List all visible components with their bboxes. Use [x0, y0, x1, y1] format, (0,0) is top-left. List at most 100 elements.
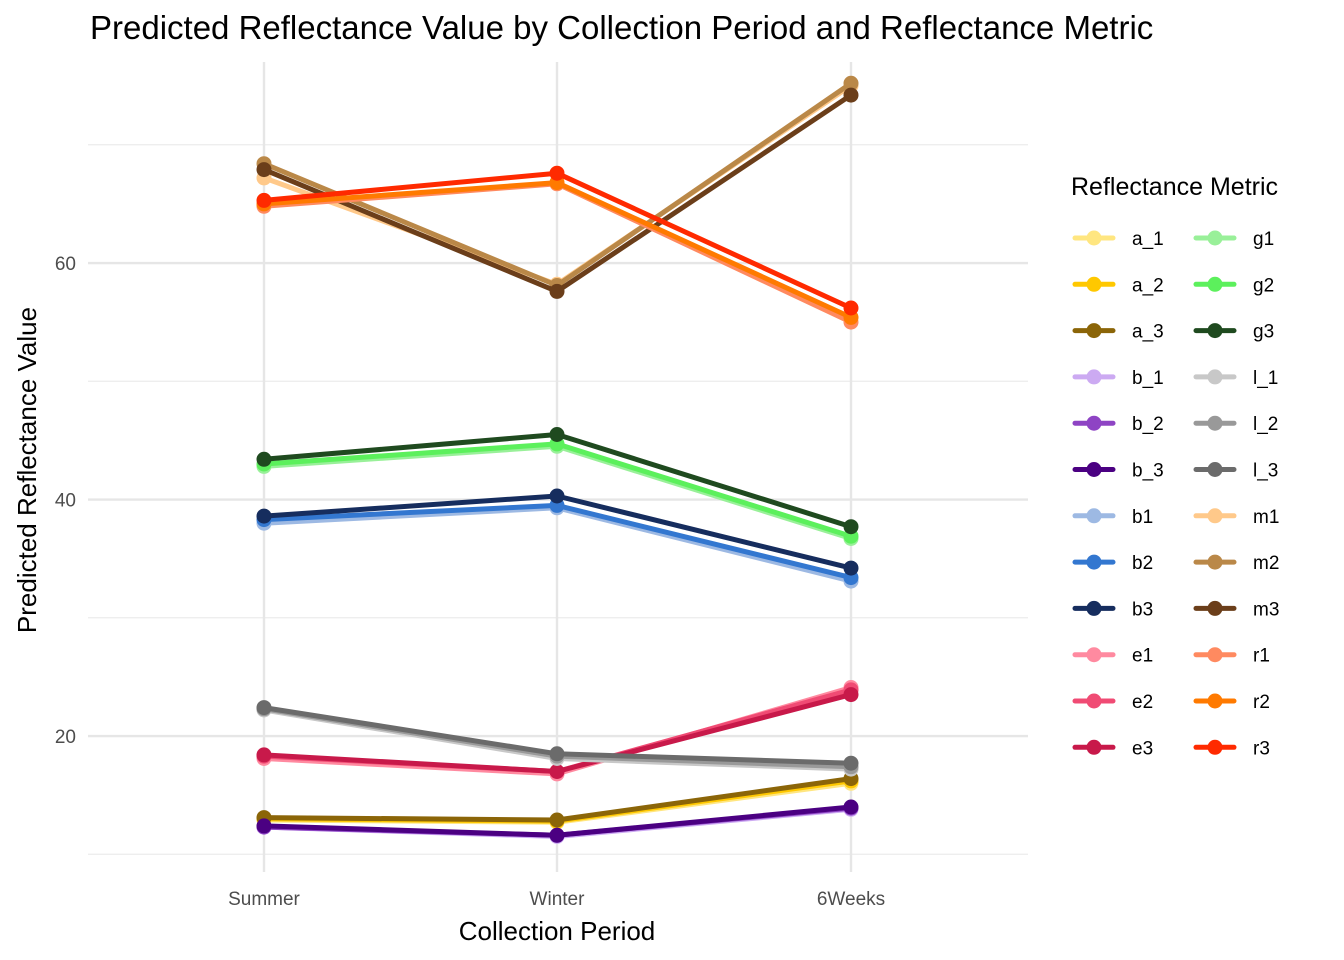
- legend-key-point: [1086, 554, 1102, 570]
- legend-item-b1: b1: [1072, 507, 1153, 528]
- legend-label: b_3: [1132, 461, 1164, 482]
- legend-item-r1: r1: [1193, 646, 1270, 667]
- legend-label: b_1: [1132, 368, 1164, 389]
- data-point: [256, 162, 272, 178]
- legend-item-b2: b2: [1072, 553, 1153, 574]
- x-tick-label: 6Weeks: [817, 889, 885, 910]
- legend-label: g2: [1253, 275, 1274, 296]
- legend-key-point: [1086, 323, 1102, 339]
- legend-key-point: [1086, 415, 1102, 431]
- legend-label: b1: [1132, 507, 1153, 528]
- legend-label: l_2: [1253, 414, 1278, 435]
- data-point: [843, 519, 859, 535]
- data-point: [549, 827, 565, 843]
- legend-label: b_2: [1132, 414, 1164, 435]
- legend-label: e2: [1132, 692, 1153, 713]
- legend-item-m2: m2: [1193, 553, 1279, 574]
- legend-key-point: [1207, 369, 1223, 385]
- legend-item-e1: e1: [1072, 646, 1153, 667]
- y-tick-label: 60: [55, 254, 76, 275]
- data-point: [549, 812, 565, 828]
- legend-item-g3: g3: [1193, 322, 1274, 343]
- data-point: [549, 746, 565, 762]
- legend-item-a_2: a_2: [1072, 275, 1164, 296]
- legend-item-g2: g2: [1193, 275, 1274, 296]
- legend-key-point: [1207, 415, 1223, 431]
- legend-label: b3: [1132, 599, 1153, 620]
- legend-key-point: [1207, 739, 1223, 755]
- series-g3: [256, 427, 859, 535]
- legend-label: r3: [1253, 738, 1270, 759]
- legend-label: r1: [1253, 646, 1270, 667]
- legend-key-point: [1086, 647, 1102, 663]
- legend-item-m3: m3: [1193, 599, 1279, 620]
- data-point: [843, 87, 859, 103]
- legend-label: b2: [1132, 553, 1153, 574]
- y-tick-label: 40: [55, 491, 76, 512]
- legend: Reflectance Metric a_1 a_2 a_3 b_1 b_2 b_3 b1 b…: [1071, 173, 1279, 759]
- y-tick-label: 20: [55, 727, 76, 748]
- data-point: [843, 300, 859, 316]
- legend-item-r3: r3: [1193, 738, 1270, 759]
- legend-item-a_1: a_1: [1072, 229, 1164, 250]
- data-point: [549, 427, 565, 442]
- series-m3: [256, 87, 859, 299]
- legend-item-b3: b3: [1072, 599, 1153, 620]
- y-axis-label: Predicted Reflectance Value: [12, 307, 42, 633]
- legend-item-l_1: l_1: [1193, 368, 1278, 389]
- legend-item-g1: g1: [1193, 229, 1274, 250]
- legend-key-point: [1207, 554, 1223, 570]
- data-point: [549, 764, 565, 779]
- legend-key-point: [1207, 276, 1223, 292]
- legend-key-point: [1086, 230, 1102, 246]
- legend-label: r2: [1253, 692, 1270, 713]
- data-point: [843, 755, 859, 771]
- x-axis: Summer Winter 6Weeks: [228, 889, 885, 910]
- legend-label: l_3: [1253, 461, 1278, 482]
- legend-key-point: [1086, 600, 1102, 616]
- legend-label: a_2: [1132, 275, 1164, 296]
- data-point: [549, 283, 565, 299]
- series-e3: [256, 687, 859, 779]
- legend-label: a_3: [1132, 322, 1164, 343]
- data-point: [256, 818, 272, 834]
- series-l_3: [256, 700, 859, 771]
- data-point: [549, 488, 565, 504]
- legend-title: Reflectance Metric: [1071, 173, 1278, 201]
- legend-key-point: [1207, 462, 1223, 477]
- legend-label: m3: [1253, 599, 1279, 620]
- legend-key-point: [1207, 693, 1223, 709]
- series-b_3: [256, 799, 859, 843]
- legend-key-point: [1086, 508, 1102, 524]
- legend-label: e1: [1132, 646, 1153, 667]
- data-point: [256, 747, 272, 763]
- legend-label: g1: [1253, 229, 1274, 250]
- x-axis-label: Collection Period: [459, 916, 656, 946]
- legend-key-point: [1207, 230, 1223, 246]
- legend-key-point: [1086, 276, 1102, 292]
- legend-label: m2: [1253, 553, 1279, 574]
- legend-key-point: [1207, 323, 1223, 339]
- legend-item-b_1: b_1: [1072, 368, 1164, 389]
- data-point: [843, 560, 859, 576]
- legend-label: a_1: [1132, 229, 1164, 250]
- legend-key-point: [1086, 693, 1102, 709]
- series-b3: [256, 488, 859, 576]
- legend-item-e3: e3: [1072, 738, 1153, 759]
- x-tick-label: Summer: [228, 889, 300, 910]
- legend-key-point: [1086, 739, 1102, 755]
- legend-item-e2: e2: [1072, 692, 1153, 713]
- legend-label: l_1: [1253, 368, 1278, 389]
- legend-key-point: [1207, 647, 1223, 663]
- legend-key-point: [1086, 462, 1102, 477]
- legend-item-a_3: a_3: [1072, 322, 1164, 343]
- legend-key-point: [1207, 508, 1223, 524]
- y-axis: 20 40 60: [55, 254, 76, 748]
- x-tick-label: Winter: [530, 889, 586, 910]
- legend-item-b_2: b_2: [1072, 414, 1164, 435]
- legend-item-r2: r2: [1193, 692, 1270, 713]
- data-point: [256, 508, 272, 524]
- legend-key-point: [1086, 369, 1102, 385]
- legend-label: e3: [1132, 738, 1153, 759]
- chart-title: Predicted Reflectance Value by Collectio…: [90, 9, 1153, 46]
